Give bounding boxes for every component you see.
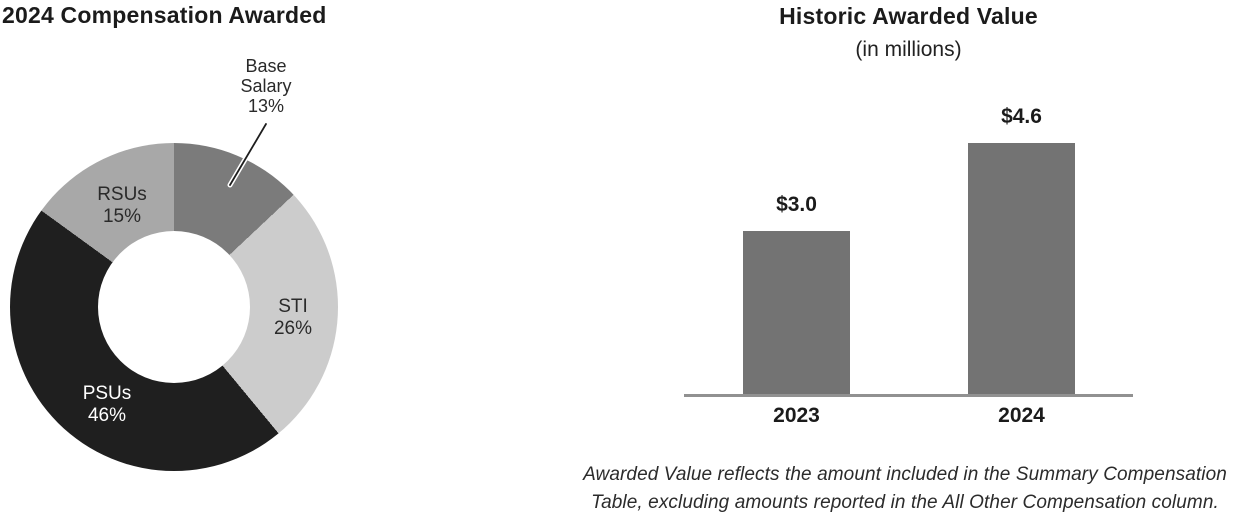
bar [968,143,1075,396]
donut-hole [98,231,250,383]
donut-chart-title: 2024 Compensation Awarded [2,2,327,28]
x-axis-tick-label: 2024 [998,404,1045,427]
footnote-line: Awarded Value reflects the amount includ… [583,464,1227,485]
bar-value-label: $3.0 [776,193,817,216]
slice-label-text: PSUs [82,383,132,404]
slice-pct-text: 26% [273,318,313,339]
bar-plot-area: $3.0 $4.6 [684,100,1133,397]
slice-pct-text: 13% [247,96,285,116]
bar-chart-subtitle: (in millions) [855,38,962,61]
bar [743,231,850,396]
slice-label-text: RSUs [97,184,147,205]
donut-ring [10,143,338,471]
slice-label-text: STI [278,296,308,317]
slice-pct-text: 15% [102,206,142,227]
bar-chart-title: Historic Awarded Value [779,3,1038,29]
chart-footnote: Awarded Value reflects the amount includ… [560,461,1242,514]
slice-pct-text: 46% [87,405,127,426]
bar-value-label: $4.6 [1001,105,1042,128]
x-axis-line [684,394,1133,397]
slice-label-base-salary: Base Salary 13% [227,56,305,116]
slice-label-rsus: RSUs 15% [82,184,162,228]
x-axis-tick-label: 2023 [773,404,820,427]
slice-label-sti: STI 26% [253,296,333,340]
slice-label-text: Base Salary [240,56,292,96]
footnote-line: Table, excluding amounts reported in the… [591,492,1219,513]
slice-label-psus: PSUs 46% [67,383,147,427]
